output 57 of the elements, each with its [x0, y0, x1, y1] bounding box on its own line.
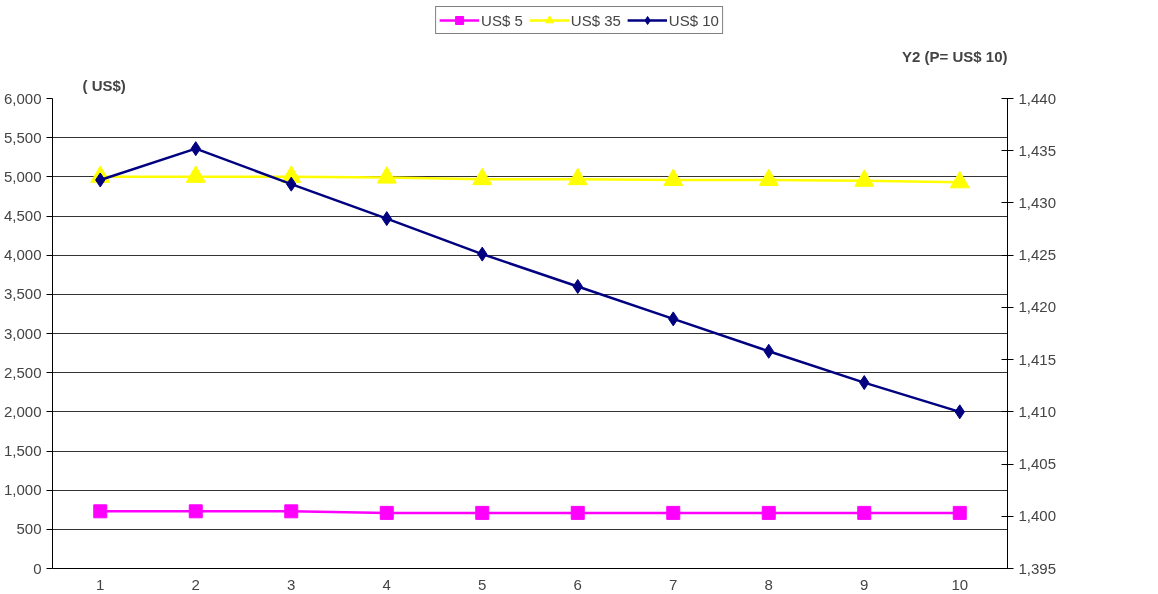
point [93, 504, 108, 519]
y-tick-label: 5,000 [3, 167, 42, 185]
y-tick-label: 4,000 [3, 246, 42, 264]
y2-tick-label: 1,425 [1018, 246, 1057, 264]
y-tick-label: 3,000 [3, 324, 42, 342]
point [475, 505, 490, 520]
y2-axis-title: Y2 (P= US$ 10) [902, 47, 1008, 65]
y2-tick-label: 1,405 [1018, 455, 1057, 473]
y-tick-label: 3,500 [3, 285, 42, 303]
y-tick-label: 1,000 [3, 481, 42, 499]
y2-tick-label: 1,440 [1018, 89, 1057, 107]
point [952, 505, 967, 520]
legend-label: US$ 5 [481, 11, 523, 29]
y-tick-label: 2,000 [3, 402, 42, 420]
point [567, 167, 588, 186]
y2-tick-label: 1,420 [1018, 298, 1057, 316]
x-tick-label: 1 [96, 575, 105, 593]
x-tick-label: 9 [860, 575, 869, 593]
y2-tick-label: 1,410 [1018, 402, 1057, 420]
point [666, 505, 681, 520]
point [472, 167, 493, 186]
y-axis-title: ( US$) [82, 76, 126, 94]
point [572, 279, 583, 294]
point [663, 168, 684, 186]
y2-tick-label: 1,395 [1018, 559, 1057, 577]
y2-tick-label: 1,435 [1018, 141, 1057, 159]
x-tick-label: 5 [478, 575, 487, 593]
point [188, 504, 203, 519]
x-tick-label: 10 [951, 575, 969, 593]
point [949, 170, 970, 189]
y2-tick-label: 1,415 [1018, 350, 1057, 368]
y-tick-label: 500 [16, 520, 42, 538]
y-tick-label: 6,000 [3, 89, 42, 107]
y2-tick-label: 1,400 [1018, 507, 1057, 525]
y-tick-label: 1,500 [3, 442, 42, 459]
y-tick-label: 5,500 [3, 128, 42, 146]
point [379, 505, 394, 520]
y-tick-label: 0 [33, 559, 42, 577]
point [761, 505, 776, 520]
point [284, 504, 299, 519]
x-tick-label: 6 [573, 575, 582, 593]
y-tick-label: 4,500 [3, 207, 42, 224]
x-tick-label: 3 [287, 575, 296, 593]
point [376, 166, 397, 184]
x-tick-label: 7 [669, 575, 678, 593]
x-tick-label: 2 [191, 575, 200, 593]
point [185, 165, 206, 183]
point [570, 505, 585, 520]
x-tick-label: 8 [764, 575, 773, 593]
y-tick-label: 2,500 [3, 363, 42, 381]
point [758, 168, 779, 186]
y2-tick-label: 1,430 [1018, 193, 1057, 211]
x-tick-label: 4 [382, 575, 391, 593]
legend-label: US$ 35 [570, 11, 621, 29]
point [854, 169, 875, 187]
legend-label: US$ 10 [668, 11, 719, 29]
point [857, 505, 872, 520]
